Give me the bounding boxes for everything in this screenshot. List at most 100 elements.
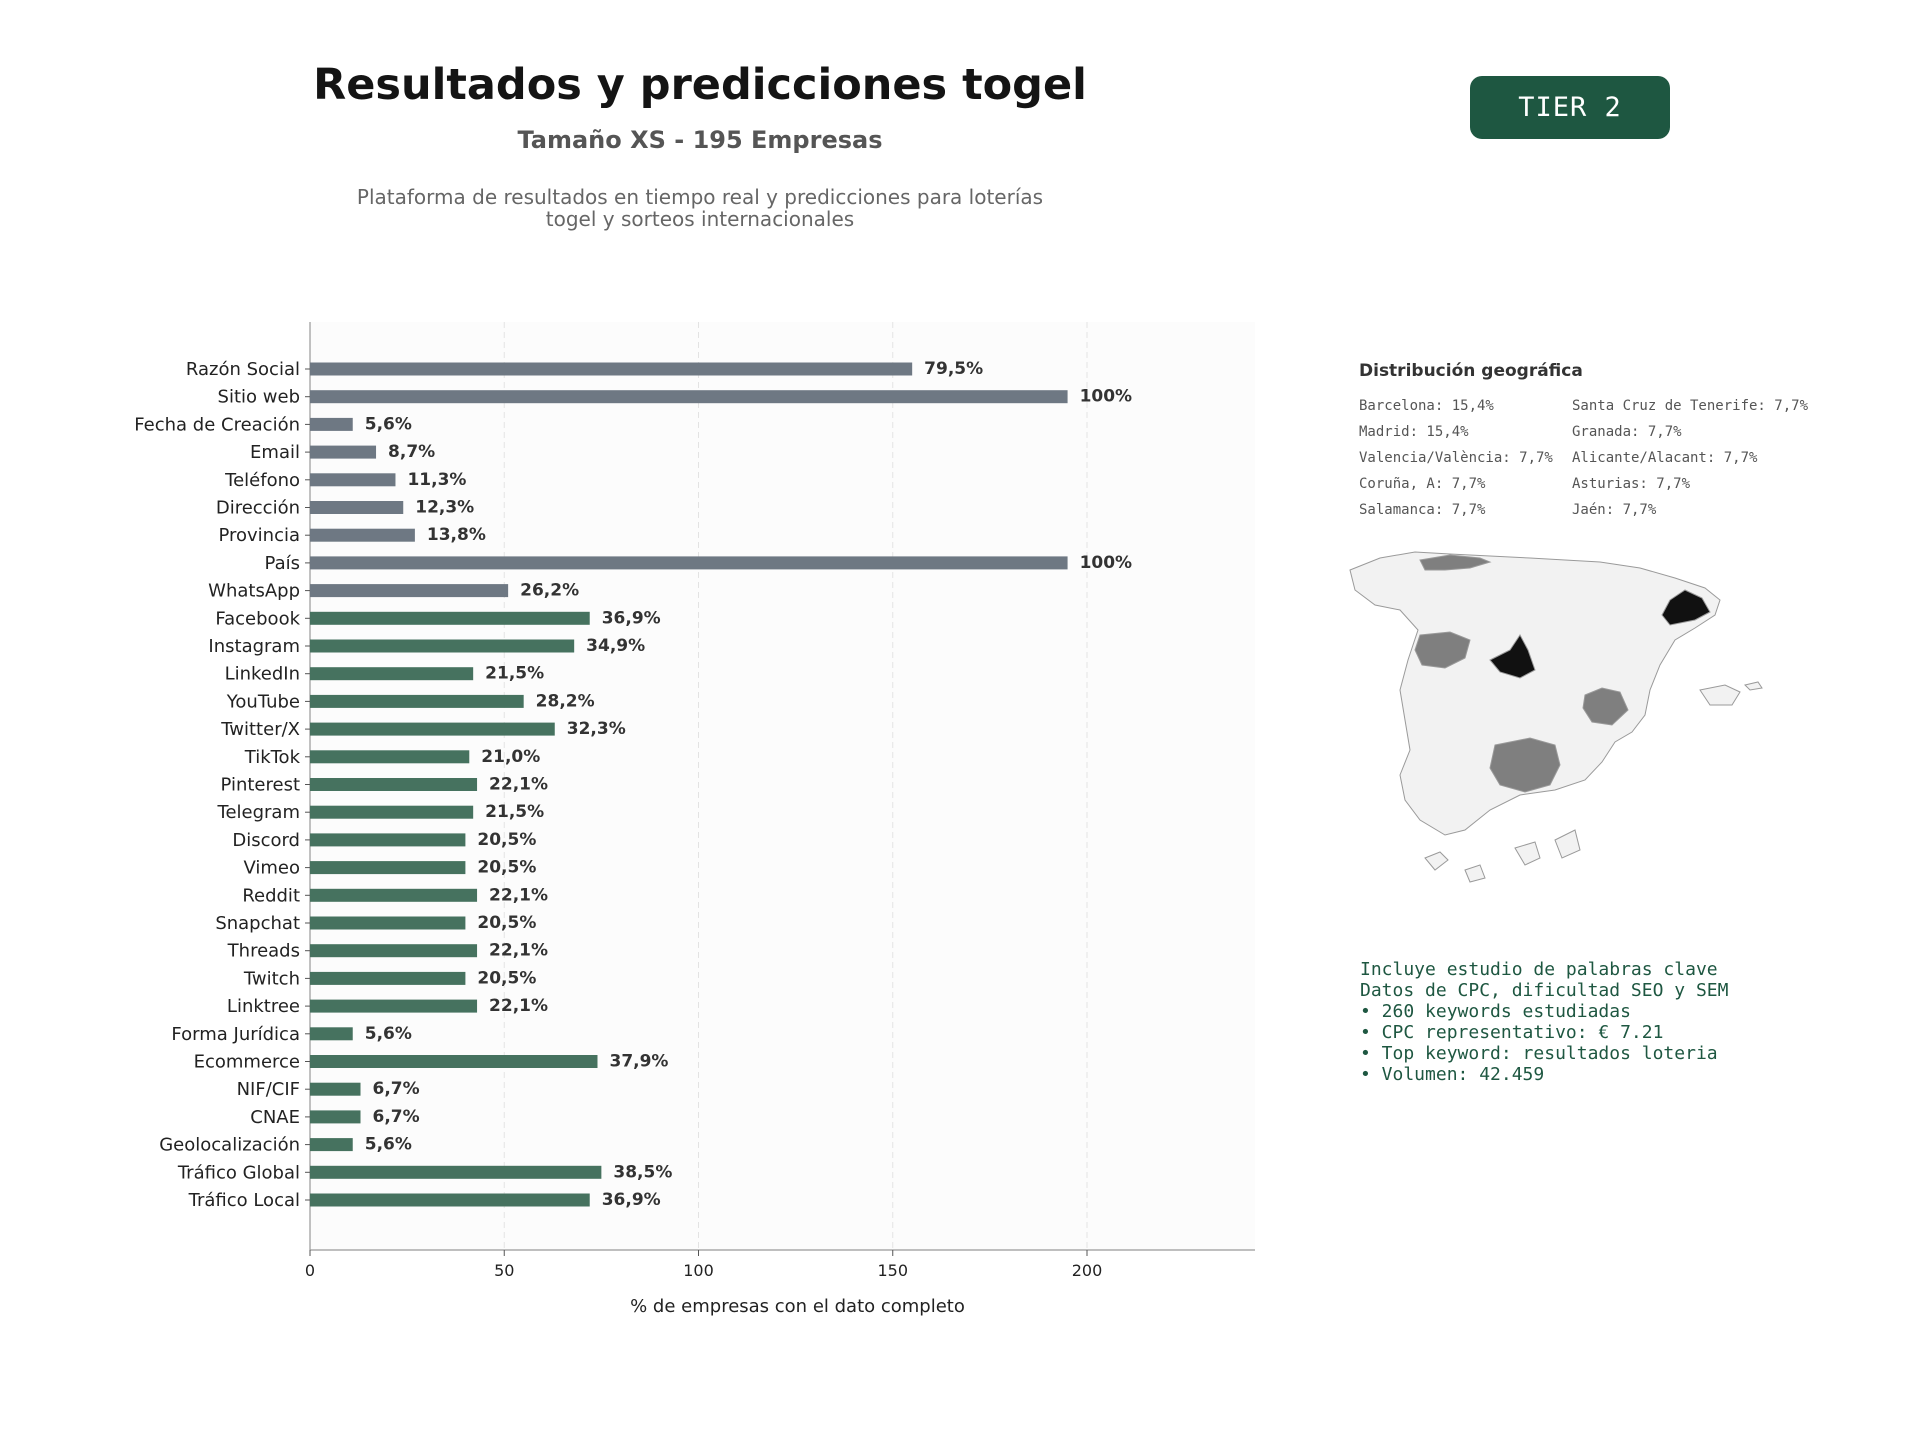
data-label: 5,6%: [365, 1024, 412, 1044]
data-label: 37,9%: [609, 1052, 668, 1072]
keywords-line: Datos de CPC, dificultad SEO y SEM: [1360, 980, 1729, 1001]
y-tick-label: LinkedIn: [225, 664, 300, 685]
geo-item: Barcelona: 15,4%: [1359, 398, 1494, 414]
page-title: Resultados y predicciones togel: [313, 60, 1087, 110]
y-tick-label: Email: [250, 442, 300, 463]
bar: [310, 778, 478, 791]
data-label: 28,2%: [536, 691, 595, 711]
data-label: 22,1%: [489, 885, 548, 905]
data-label: 5,6%: [365, 414, 412, 434]
data-label: 32,3%: [567, 719, 626, 739]
data-label: 8,7%: [388, 442, 435, 462]
bar: [310, 390, 1068, 404]
keywords-panel: Incluye estudio de palabras clave Datos …: [1360, 959, 1728, 1085]
page-subtitle: Tamaño XS - 195 Empresas: [517, 126, 883, 154]
bar: [310, 501, 404, 514]
geo-item: Salamanca: 7,7%: [1359, 502, 1486, 518]
bar: [310, 584, 509, 598]
y-tick-label: Geolocalización: [159, 1135, 300, 1156]
y-tick-label: Discord: [232, 830, 300, 851]
y-tick-label: Ecommerce: [194, 1052, 300, 1073]
y-tick-label: Tráfico Global: [177, 1162, 300, 1183]
data-label: 6,7%: [373, 1079, 420, 1099]
geo-item: Madrid: 15,4%: [1359, 424, 1469, 440]
data-label: 34,9%: [586, 636, 645, 656]
map-canary-c: [1514, 841, 1541, 866]
bar: [310, 611, 590, 625]
y-tick-label: Instagram: [208, 636, 300, 657]
keywords-line: • Volumen: 42.459: [1360, 1064, 1545, 1085]
y-tick-label: NIF/CIF: [237, 1079, 300, 1100]
x-tick-label: 200: [1072, 1261, 1103, 1280]
bar: [310, 1165, 602, 1179]
bar: [310, 362, 913, 376]
bar: [310, 1138, 353, 1152]
bar: [310, 1110, 361, 1124]
geo-item: Alicante/Alacant: 7,7%: [1572, 450, 1758, 466]
y-tick-label: Reddit: [242, 885, 300, 906]
geo-title: Distribución geográfica: [1359, 361, 1583, 381]
bar: [310, 1055, 598, 1068]
y-tick-label: Threads: [227, 941, 300, 962]
bar: [310, 556, 1068, 570]
geo-item: Santa Cruz de Tenerife: 7,7%: [1572, 398, 1809, 414]
y-tick-label: Twitch: [243, 968, 300, 989]
bar: [310, 445, 377, 459]
y-tick-label: Pinterest: [220, 775, 300, 796]
map-balearic-menorca: [1744, 681, 1763, 691]
y-tick-label: Forma Jurídica: [171, 1024, 300, 1045]
y-tick-label: Tráfico Local: [188, 1190, 300, 1211]
y-tick-label: CNAE: [250, 1107, 300, 1128]
map-region-salamanca: [1414, 631, 1471, 669]
data-label: 13,8%: [427, 525, 486, 545]
geo-item: Coruña, A: 7,7%: [1359, 476, 1486, 492]
data-label: 38,5%: [613, 1162, 672, 1182]
data-label: 20,5%: [477, 968, 536, 988]
spain-map: [1349, 551, 1763, 883]
data-label: 11,3%: [407, 470, 466, 490]
x-tick-label: 150: [877, 1261, 908, 1280]
y-tick-label: YouTube: [226, 691, 300, 712]
data-label: 21,0%: [481, 747, 540, 767]
description-line: Plataforma de resultados en tiempo real …: [356, 185, 1044, 209]
map-canary-d: [1554, 829, 1581, 859]
data-label: 21,5%: [485, 802, 544, 822]
map-region-jaen-granada: [1489, 737, 1561, 793]
description-line: togel y sorteos internacionales: [545, 207, 855, 231]
data-label: 20,5%: [477, 913, 536, 933]
y-tick-label: Linktree: [227, 996, 300, 1017]
map-balearic-mallorca: [1699, 684, 1741, 706]
data-label: 6,7%: [373, 1107, 420, 1127]
map-canary-b: [1464, 864, 1486, 883]
y-tick-label: Snapchat: [215, 913, 300, 934]
map-region-coruna: [1419, 554, 1492, 571]
y-tick-label: Teléfono: [224, 470, 300, 491]
y-tick-label: Sitio web: [218, 387, 300, 408]
y-tick-label: Fecha de Creación: [134, 414, 300, 435]
data-label: 22,1%: [489, 941, 548, 961]
bar: [310, 1027, 353, 1041]
bar: [310, 417, 353, 431]
y-tick-label: Dirección: [216, 498, 300, 519]
x-tick-label: 0: [305, 1261, 315, 1280]
bar: [310, 805, 474, 819]
geo-item: Jaén: 7,7%: [1572, 502, 1657, 518]
data-label: 21,5%: [485, 664, 544, 684]
map-mainland: [1349, 551, 1721, 836]
y-tick-label: País: [265, 553, 300, 574]
bar: [310, 528, 415, 542]
map-region-barcelona: [1661, 589, 1711, 626]
bar: [310, 639, 575, 653]
x-axis-label: % de empresas con el dato completo: [630, 1296, 965, 1317]
tier-badge: TIER 2: [1470, 76, 1670, 139]
geo-item: Asturias: 7,7%: [1572, 476, 1691, 492]
bar: [310, 916, 466, 930]
data-label: 12,3%: [415, 498, 474, 518]
data-label: 22,1%: [489, 996, 548, 1016]
data-label: 79,5%: [924, 359, 983, 379]
data-label: 20,5%: [477, 858, 536, 878]
y-tick-label: Razón Social: [186, 359, 300, 380]
bar: [310, 722, 555, 736]
bar: [310, 750, 470, 764]
data-label: 5,6%: [365, 1135, 412, 1155]
